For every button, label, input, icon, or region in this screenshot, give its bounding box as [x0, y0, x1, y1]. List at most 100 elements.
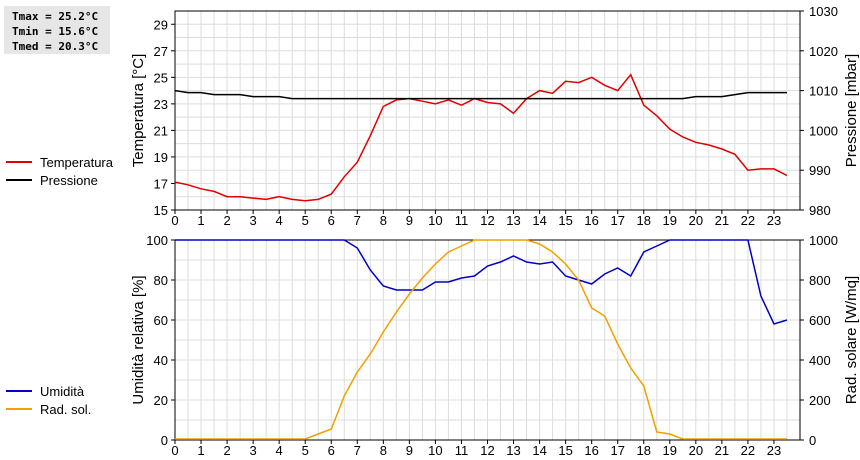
x-tick-label: 17	[610, 443, 624, 458]
x-tick-label: 5	[302, 213, 309, 228]
series-line-temperatura	[174, 73, 788, 202]
y2-axis-label: Rad. solare [W/mq]	[843, 276, 860, 404]
y-tick-label: 29	[154, 17, 168, 32]
x-tick-label: 21	[715, 443, 729, 458]
legend-bottom: Umidità Rad. sol.	[6, 382, 91, 418]
x-tick-label: 3	[250, 443, 257, 458]
y-tick-label: 80	[154, 273, 168, 288]
x-tick-label: 22	[741, 213, 755, 228]
y2-axis-label: Pressione [mbar]	[843, 54, 860, 167]
x-tick-label: 12	[480, 213, 494, 228]
legend-swatch	[6, 390, 32, 392]
y2-tick-label: 990	[809, 163, 831, 178]
legend-label: Rad. sol.	[40, 401, 92, 417]
x-tick-label: 20	[689, 213, 703, 228]
x-tick-label: 7	[354, 213, 361, 228]
x-tick-label: 11	[455, 443, 469, 458]
x-tick-label: 23	[767, 443, 781, 458]
x-tick-label: 9	[406, 213, 413, 228]
series-line-pressione	[174, 89, 787, 100]
x-tick-label: 6	[328, 213, 335, 228]
x-tick-label: 6	[328, 443, 335, 458]
y-tick-label: 15	[154, 203, 168, 218]
x-tick-label: 1	[197, 443, 204, 458]
x-tick-label: 9	[406, 443, 413, 458]
x-tick-label: 4	[276, 443, 283, 458]
y-tick-label: 25	[154, 70, 168, 85]
x-tick-label: 0	[171, 443, 178, 458]
x-tick-label: 19	[663, 443, 677, 458]
x-tick-label: 13	[506, 213, 520, 228]
legend-top: Temperatura Pressione	[6, 153, 113, 189]
chart-panel-1: 0 1 2 3 4 5 6 7 8 9 10 11 12 13 14 15 16 17 18 19 20 21 22 2315…	[130, 4, 860, 228]
y2-tick-label: 400	[809, 353, 831, 368]
x-tick-label: 1	[197, 213, 204, 228]
x-tick-label: 11	[455, 213, 469, 228]
x-tick-label: 8	[380, 213, 387, 228]
x-tick-label: 16	[584, 213, 598, 228]
x-tick-label: 0	[171, 213, 178, 228]
x-tick-label: 2	[223, 443, 230, 458]
y2-tick-label: 980	[809, 203, 831, 218]
y-tick-label: 40	[154, 353, 168, 368]
legend-swatch	[6, 408, 32, 410]
x-tick-label: 8	[380, 443, 387, 458]
legend-label: Pressione	[40, 172, 98, 188]
y2-tick-label: 600	[809, 313, 831, 328]
x-tick-label: 21	[715, 213, 729, 228]
x-tick-label: 10	[428, 443, 442, 458]
tmin-text: Tmin = 15.6°C	[12, 25, 99, 38]
y2-tick-label: 0	[809, 433, 816, 448]
y2-tick-label: 1010	[809, 84, 838, 99]
x-tick-label: 18	[637, 443, 651, 458]
y2-tick-label: 1000	[809, 123, 838, 138]
tmed-text: Tmed = 20.3°C	[12, 40, 99, 53]
y-tick-label: 60	[154, 313, 168, 328]
y-tick-label: 27	[154, 44, 168, 59]
chart-panel-2: 0 1 2 3 4 5 6 7 8 9 10 11 12 13 14 15 16 17 18 19 20 21 22 2302…	[130, 233, 860, 458]
y2-tick-label: 1030	[809, 4, 838, 19]
y-tick-label: 20	[154, 393, 168, 408]
x-tick-label: 10	[428, 213, 442, 228]
x-tick-label: 16	[584, 443, 598, 458]
y2-tick-label: 1000	[809, 233, 838, 248]
y2-tick-label: 1020	[809, 44, 838, 59]
x-tick-label: 17	[610, 213, 624, 228]
y-axis-label: Umidità relativa [%]	[130, 275, 147, 404]
x-tick-label: 12	[480, 443, 494, 458]
legend-swatch	[6, 161, 32, 163]
x-tick-label: 15	[558, 213, 572, 228]
legend-item-umidita: Umidità	[6, 382, 91, 400]
x-tick-label: 22	[741, 443, 755, 458]
y-tick-label: 23	[154, 97, 168, 112]
x-tick-label: 14	[532, 443, 546, 458]
y-tick-label: 19	[154, 150, 168, 165]
x-tick-label: 18	[637, 213, 651, 228]
x-tick-label: 5	[302, 443, 309, 458]
legend-item-rad-sol: Rad. sol.	[6, 400, 91, 418]
x-tick-label: 13	[506, 443, 520, 458]
legend-label: Temperatura	[40, 154, 113, 170]
y2-tick-label: 800	[809, 273, 831, 288]
x-tick-label: 20	[689, 443, 703, 458]
legend-swatch	[6, 179, 32, 181]
series-line-rad-sol	[175, 239, 787, 440]
x-tick-label: 2	[223, 213, 230, 228]
y2-tick-label: 200	[809, 393, 831, 408]
legend-item-pressione: Pressione	[6, 171, 113, 189]
tmax-text: Tmax = 25.2°C	[12, 10, 99, 23]
x-tick-label: 23	[767, 213, 781, 228]
legend-label: Umidità	[40, 383, 85, 399]
x-tick-label: 14	[532, 213, 546, 228]
x-tick-label: 3	[250, 213, 257, 228]
y-tick-label: 100	[146, 233, 168, 248]
x-tick-label: 15	[558, 443, 572, 458]
y-axis-label: Temperatura [°C]	[130, 54, 147, 168]
x-tick-label: 19	[663, 213, 677, 228]
y-tick-label: 17	[154, 176, 168, 191]
y-tick-label: 21	[154, 123, 168, 138]
series-line-umidit	[175, 239, 788, 325]
x-tick-label: 4	[276, 213, 283, 228]
legend-item-temperatura: Temperatura	[6, 153, 113, 171]
